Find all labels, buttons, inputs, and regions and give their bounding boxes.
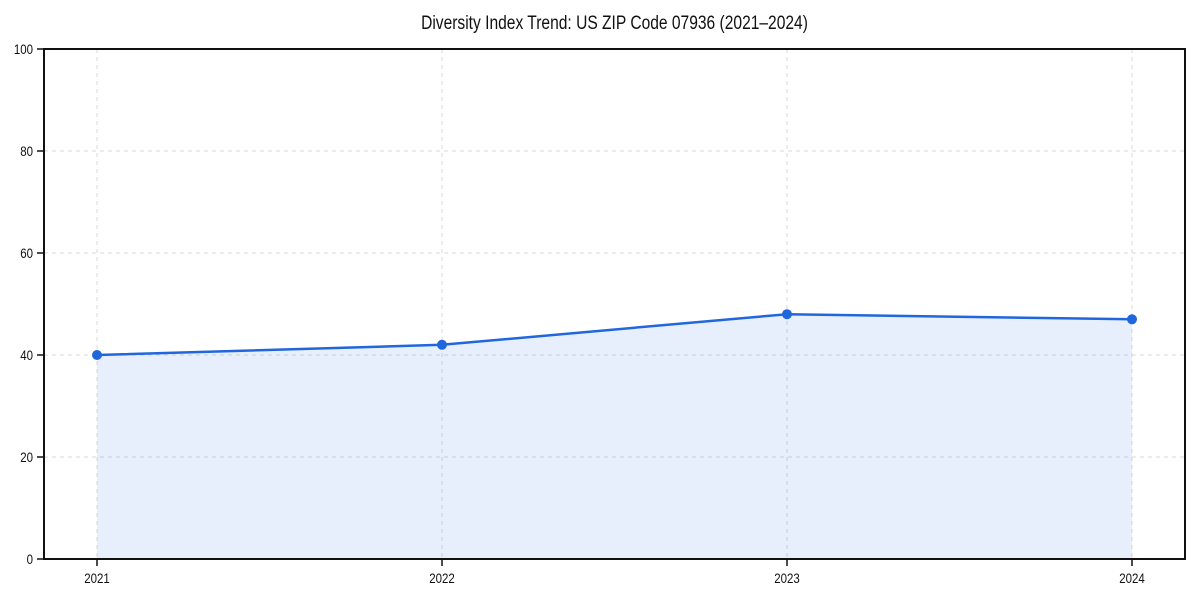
trend-line	[95, 312, 1134, 357]
chart-title: Diversity Index Trend: US ZIP Code 07936…	[421, 13, 808, 34]
y-axis-tick-label: 60	[20, 245, 33, 261]
axes-frame	[43, 48, 1186, 560]
y-axis-tick-label: 80	[20, 143, 33, 159]
x-axis-tick-label: 2022	[429, 570, 455, 586]
y-axis-tick-label: 100	[14, 41, 33, 57]
area-fill	[97, 314, 1132, 559]
data-point-2021	[92, 350, 102, 360]
y-axis-tick-label: 0	[27, 551, 33, 567]
y-axis-tick-label: 20	[20, 449, 33, 465]
x-axis-tick-label: 2021	[84, 570, 110, 586]
data-point-2023	[782, 309, 792, 320]
x-axis-tick-label: 2023	[774, 570, 800, 586]
data-point-2022	[437, 339, 447, 350]
data-point-2024	[1127, 314, 1137, 325]
x-axis-tick-label: 2024	[1119, 570, 1145, 586]
y-axis-tick-label: 40	[20, 347, 33, 363]
